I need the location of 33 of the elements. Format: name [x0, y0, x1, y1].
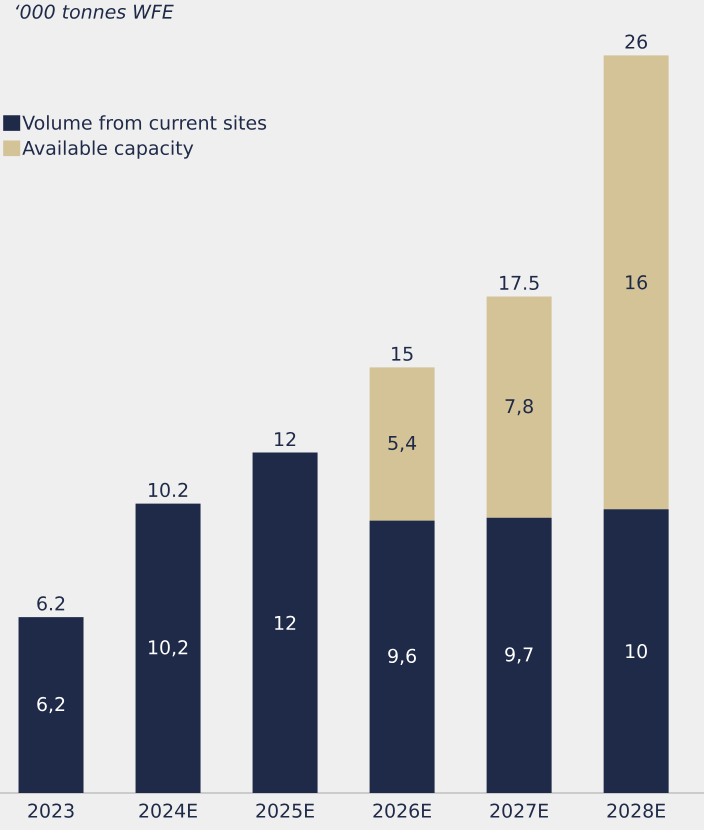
- x-tick-label: 2025E: [256, 804, 314, 818]
- bar: [136, 504, 201, 793]
- total-label: 15: [392, 346, 412, 361]
- data-label: 10,2: [149, 640, 188, 656]
- bar: [486, 518, 552, 793]
- total-label: 17.5: [500, 276, 539, 290]
- legend-label: Available capacity: [22, 140, 194, 159]
- x-tick-label: 2028E: [607, 804, 665, 818]
- total-label: 10.2: [149, 482, 188, 498]
- x-tick-label: 2023: [28, 804, 74, 818]
- data-label: 16: [626, 275, 647, 290]
- x-tick-label: 2027E: [490, 804, 548, 818]
- bar: [604, 55, 669, 510]
- data-label: 6,2: [37, 696, 64, 714]
- total-label: 12: [275, 432, 296, 446]
- total-label: 6.2: [37, 596, 64, 611]
- bar: [604, 509, 669, 793]
- data-label: 12: [275, 616, 296, 630]
- data-label: 9,7: [505, 647, 533, 664]
- x-tick-label: 2026E: [373, 804, 431, 818]
- bar: [252, 452, 318, 793]
- bar: [486, 296, 552, 518]
- data-label: 10: [626, 644, 647, 658]
- data-label: 5,4: [388, 436, 416, 452]
- legend-label: Volume from current sites: [22, 115, 266, 130]
- bar: [370, 367, 435, 521]
- bar: [370, 520, 435, 793]
- chart-title: ‘000 tonnes WFE: [16, 4, 174, 19]
- bar: [18, 617, 84, 793]
- data-label: 7,8: [506, 399, 533, 416]
- total-label: 26: [625, 34, 647, 49]
- x-tick-label: 2024E: [139, 804, 197, 818]
- data-label: 9,6: [388, 648, 416, 665]
